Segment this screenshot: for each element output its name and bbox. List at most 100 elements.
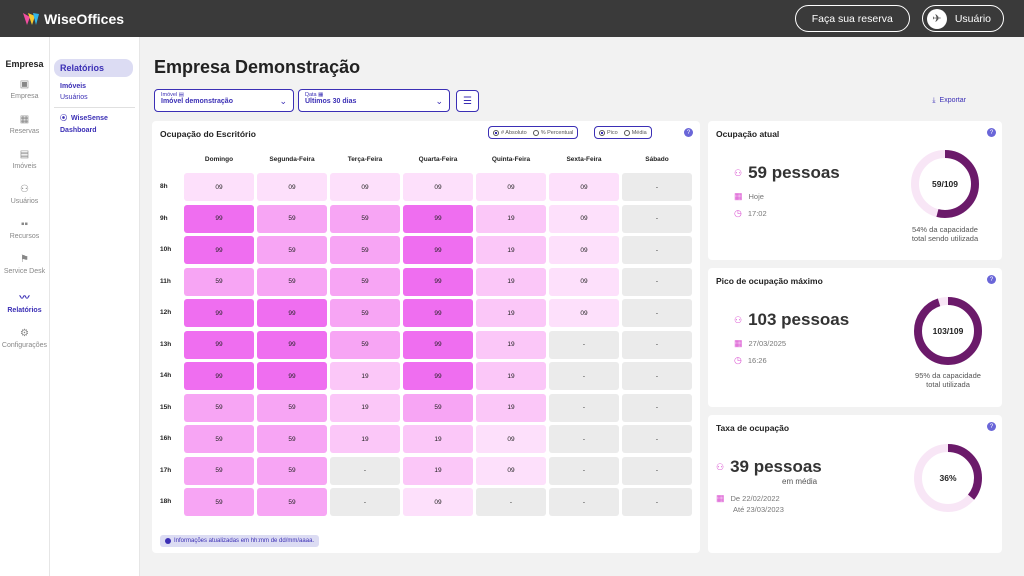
heatmap-cell[interactable]: -: [622, 488, 692, 516]
subnav-link-usuarios[interactable]: Usuários: [60, 94, 88, 101]
heatmap-cell[interactable]: 09: [257, 173, 327, 201]
heatmap-cell[interactable]: 59: [184, 425, 254, 453]
heatmap-cell[interactable]: 09: [184, 173, 254, 201]
radio-absolute[interactable]: # Absoluto: [493, 129, 527, 136]
help-icon[interactable]: ?: [987, 128, 996, 137]
radio-average[interactable]: Média: [623, 129, 647, 136]
heatmap-cell[interactable]: -: [622, 330, 692, 359]
heatmap-cell[interactable]: 09: [403, 173, 473, 201]
heatmap-cell[interactable]: 59: [184, 456, 254, 485]
heatmap-cell[interactable]: 59: [257, 456, 327, 485]
heatmap-cell[interactable]: 99: [184, 299, 254, 327]
heatmap-cell[interactable]: 99: [403, 204, 473, 233]
heatmap-cell[interactable]: -: [622, 173, 692, 201]
heatmap-cell[interactable]: -: [622, 299, 692, 327]
heatmap-cell[interactable]: 59: [257, 393, 327, 422]
heatmap-cell[interactable]: 59: [330, 236, 400, 264]
heatmap-cell[interactable]: 99: [257, 299, 327, 327]
heatmap-cell[interactable]: 59: [257, 236, 327, 264]
heatmap-cell[interactable]: 59: [257, 267, 327, 296]
subnav-wisesense[interactable]: ⦿ WiseSense: [60, 113, 139, 123]
heatmap-cell[interactable]: 19: [476, 393, 546, 422]
heatmap-cell[interactable]: 59: [184, 267, 254, 296]
heatmap-cell[interactable]: -: [622, 236, 692, 264]
heatmap-cell[interactable]: 59: [330, 204, 400, 233]
heatmap-cell[interactable]: 59: [257, 488, 327, 516]
heatmap-cell[interactable]: 99: [184, 330, 254, 359]
heatmap-cell[interactable]: 09: [476, 456, 546, 485]
heatmap-cell[interactable]: -: [622, 393, 692, 422]
heatmap-cell[interactable]: 19: [476, 236, 546, 264]
imovel-select[interactable]: Imóvel ▤ Imóvel demonstração ⌄: [154, 89, 294, 112]
heatmap-cell[interactable]: -: [330, 456, 400, 485]
sidebar-item-empresa[interactable]: ▣ Empresa: [0, 79, 49, 100]
heatmap-cell[interactable]: 99: [403, 236, 473, 264]
heatmap-cell[interactable]: -: [622, 362, 692, 390]
aggregate-toggle[interactable]: Pico Média: [594, 126, 652, 139]
heatmap-cell[interactable]: 09: [549, 236, 619, 264]
heatmap-cell[interactable]: -: [549, 488, 619, 516]
sidebar-item-configuracoes[interactable]: ⚙ Configurações: [0, 328, 49, 349]
heatmap-cell[interactable]: 59: [257, 425, 327, 453]
heatmap-cell[interactable]: 19: [476, 299, 546, 327]
heatmap-cell[interactable]: 99: [403, 299, 473, 327]
radio-peak[interactable]: Pico: [599, 129, 618, 136]
heatmap-cell[interactable]: 59: [403, 393, 473, 422]
heatmap-cell[interactable]: 59: [184, 393, 254, 422]
heatmap-cell[interactable]: -: [622, 456, 692, 485]
subnav-link-dashboard[interactable]: Dashboard: [60, 127, 97, 134]
help-icon[interactable]: ?: [987, 422, 996, 431]
heatmap-cell[interactable]: 19: [476, 362, 546, 390]
heatmap-cell[interactable]: 99: [184, 204, 254, 233]
help-icon[interactable]: ?: [987, 275, 996, 284]
subnav-head[interactable]: Relatórios: [54, 59, 133, 77]
heatmap-cell[interactable]: 19: [330, 362, 400, 390]
heatmap-cell[interactable]: 09: [403, 488, 473, 516]
heatmap-cell[interactable]: 09: [476, 425, 546, 453]
heatmap-cell[interactable]: 09: [549, 173, 619, 201]
heatmap-cell[interactable]: 19: [476, 204, 546, 233]
heatmap-cell[interactable]: 59: [257, 204, 327, 233]
logo[interactable]: WiseOffices: [22, 11, 124, 27]
heatmap-cell[interactable]: -: [476, 488, 546, 516]
heatmap-cell[interactable]: -: [549, 393, 619, 422]
heatmap-cell[interactable]: 59: [330, 267, 400, 296]
user-menu-button[interactable]: ✈ Usuário: [921, 5, 1004, 32]
heatmap-cell[interactable]: 19: [403, 456, 473, 485]
radio-percent[interactable]: % Percentual: [532, 129, 573, 136]
heatmap-cell[interactable]: -: [549, 330, 619, 359]
reserve-button[interactable]: Faça sua reserva: [794, 5, 910, 32]
heatmap-cell[interactable]: 09: [549, 267, 619, 296]
heatmap-cell[interactable]: -: [549, 425, 619, 453]
heatmap-cell[interactable]: 09: [330, 173, 400, 201]
heatmap-cell[interactable]: 59: [330, 330, 400, 359]
heatmap-cell[interactable]: 09: [549, 204, 619, 233]
heatmap-cell[interactable]: 09: [476, 173, 546, 201]
sidebar-item-usuarios[interactable]: ⚇ Usuários: [0, 184, 49, 205]
help-icon[interactable]: ?: [684, 128, 693, 137]
heatmap-cell[interactable]: 19: [476, 267, 546, 296]
heatmap-cell[interactable]: -: [549, 456, 619, 485]
sidebar-item-imoveis[interactable]: ▤ Imóveis: [0, 149, 49, 170]
heatmap-cell[interactable]: 99: [257, 330, 327, 359]
sidebar-item-reservas[interactable]: ▦ Reservas: [0, 114, 49, 135]
heatmap-cell[interactable]: 99: [403, 362, 473, 390]
heatmap-cell[interactable]: 99: [184, 236, 254, 264]
heatmap-cell[interactable]: -: [622, 267, 692, 296]
heatmap-cell[interactable]: 59: [330, 299, 400, 327]
heatmap-cell[interactable]: 19: [403, 425, 473, 453]
heatmap-cell[interactable]: -: [622, 204, 692, 233]
heatmap-cell[interactable]: -: [549, 362, 619, 390]
sidebar-item-recursos[interactable]: ▪▪ Recursos: [0, 219, 49, 240]
heatmap-cell[interactable]: 99: [184, 362, 254, 390]
heatmap-cell[interactable]: -: [330, 488, 400, 516]
heatmap-cell[interactable]: 99: [257, 362, 327, 390]
metric-toggle[interactable]: # Absoluto % Percentual: [488, 126, 579, 139]
heatmap-cell[interactable]: 59: [184, 488, 254, 516]
heatmap-cell[interactable]: 99: [403, 330, 473, 359]
heatmap-cell[interactable]: 19: [476, 330, 546, 359]
heatmap-cell[interactable]: 99: [403, 267, 473, 296]
export-button[interactable]: ⤓ Exportar: [932, 97, 966, 105]
heatmap-cell[interactable]: -: [622, 425, 692, 453]
filter-settings-button[interactable]: ☰: [456, 90, 479, 112]
